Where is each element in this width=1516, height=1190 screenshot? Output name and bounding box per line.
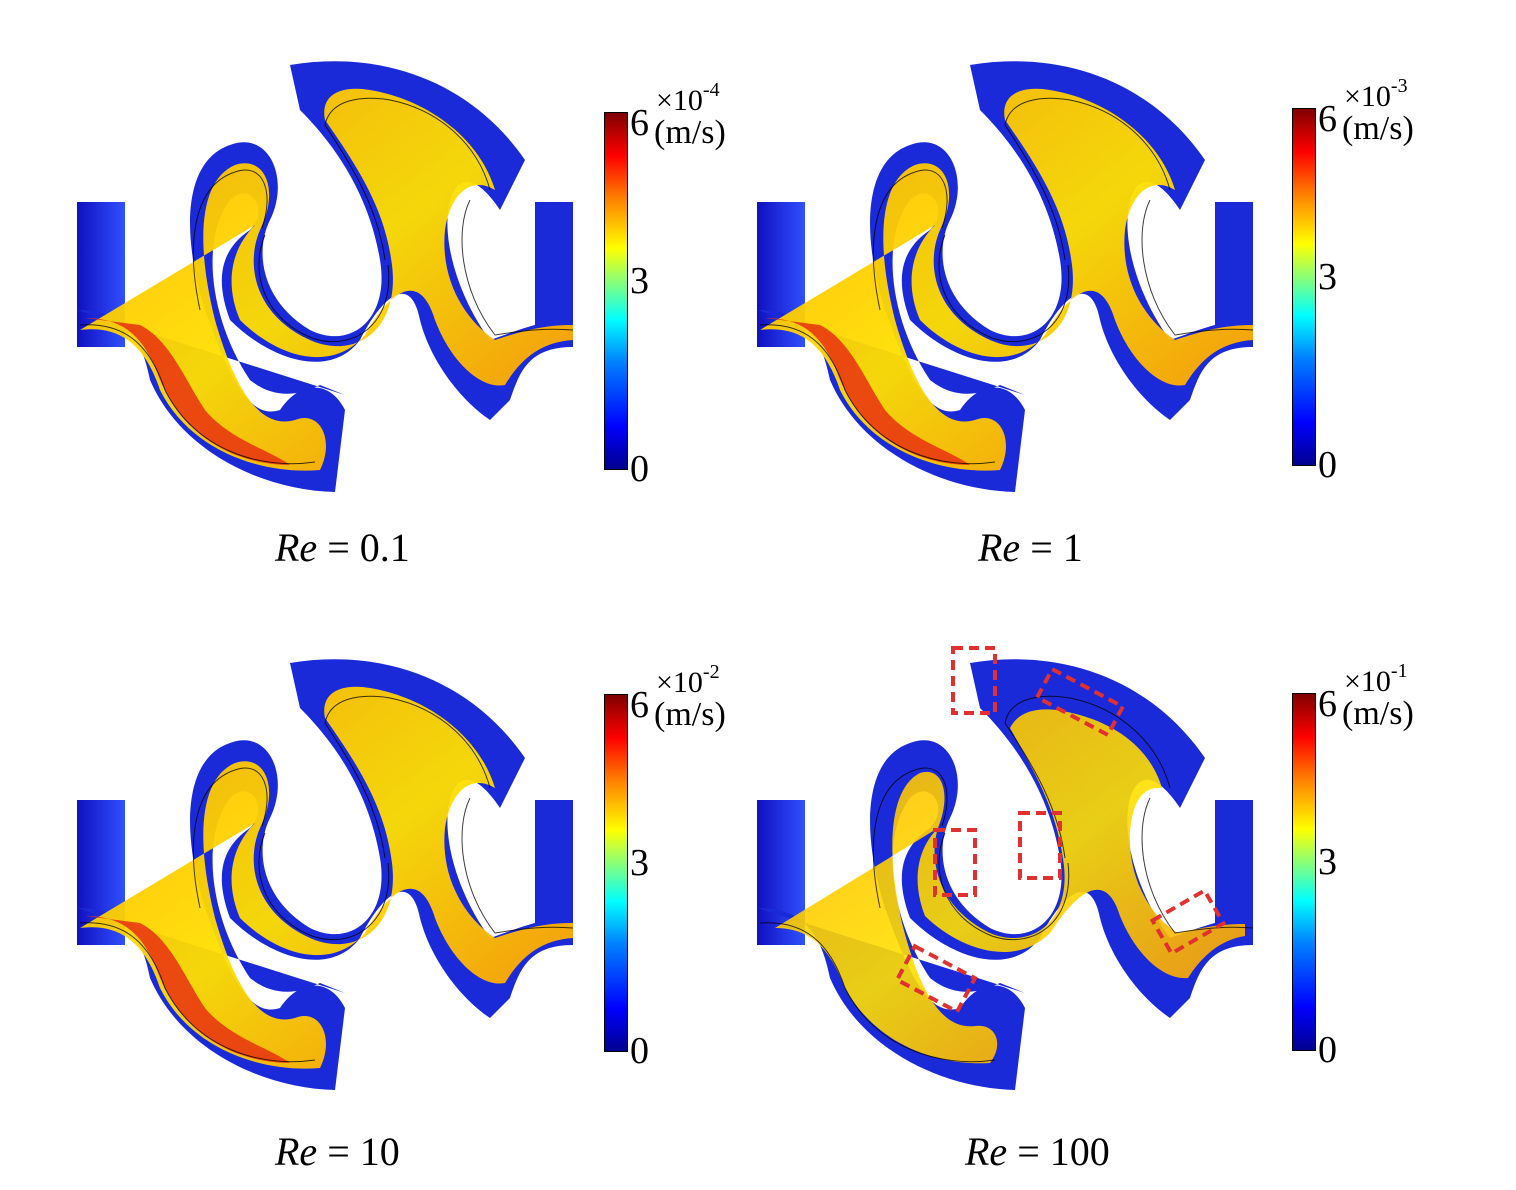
colorbar-tick-mid: 3 [630,842,649,884]
recirculation-highlights [894,646,1227,1015]
colorbar-tick-mid: 3 [1318,841,1337,883]
re-value: = 1 [1030,525,1083,570]
colorbar-tick-max: 6 [630,684,649,726]
highlight-box [951,646,997,715]
colorbar-tick-max: 6 [1318,683,1337,725]
re-value: = 100 [1017,1129,1110,1174]
colorbar-gradient [604,112,628,470]
scale-exponent: -3 [1390,75,1408,97]
colorbar-unit: (m/s) [1342,110,1414,147]
highlight-box [894,943,978,1015]
panel-re-100: 6 3 0 ×10-1 (m/s) Re = 100 [680,598,1438,1190]
reynolds-label: Re = 1 [978,524,1083,571]
panel-re-1: 6 3 0 ×10-3 (m/s) Re = 1 [680,0,1438,592]
reynolds-label: Re = 0.1 [275,524,410,571]
colorbar-tick-max: 6 [1318,98,1337,140]
re-value: = 10 [327,1129,400,1174]
highlight-box [933,828,977,897]
flow-field [757,61,1254,493]
colorbar-scale: ×10-2 [656,661,720,699]
streamlines [759,97,1254,465]
colorbar-gradient [604,694,628,1052]
re-symbol: Re [978,525,1021,570]
colorbar-tick-min: 0 [1318,444,1337,486]
scale-exponent: -4 [702,79,720,101]
inlet-jet [85,916,290,1063]
colorbar-unit: (m/s) [1342,695,1414,732]
colorbar-tick-min: 0 [630,1030,649,1072]
velocity-core [760,88,1253,471]
colorbar-scale: ×10-3 [1344,75,1408,113]
streamlines [79,695,574,1063]
colorbar-tick-mid: 3 [1318,256,1337,298]
reynolds-label: Re = 100 [965,1128,1110,1175]
colorbar-tick-min: 0 [630,448,649,490]
scale-exponent: -1 [1390,660,1408,682]
colorbar-gradient [1292,693,1316,1051]
scale-exponent: -2 [702,661,720,683]
colorbar-scale: ×10-1 [1344,660,1408,698]
colorbar-unit: (m/s) [654,696,726,733]
colorbar-scale: ×10-4 [656,79,720,117]
velocity-core [80,88,573,471]
panel-re-10: 6 3 0 ×10-2 (m/s) Re = 10 [0,598,758,1190]
reynolds-label: Re = 10 [275,1128,400,1175]
re-symbol: Re [965,1129,1008,1174]
re-symbol: Re [275,1129,318,1174]
flow-field [757,646,1254,1090]
inlet-jet [85,318,290,465]
colorbar-gradient [1292,108,1316,466]
velocity-core [775,709,1245,1064]
colorbar-tick-mid: 3 [630,260,649,302]
highlight-box [1018,811,1062,880]
inlet-jet [765,318,970,465]
highlight-box [1149,887,1227,957]
re-symbol: Re [275,525,318,570]
velocity-core [80,686,573,1069]
streamlines [79,97,574,465]
colorbar-tick-min: 0 [1318,1029,1337,1071]
highlight-box [1034,666,1126,738]
flow-field [77,659,574,1090]
colorbar-unit: (m/s) [654,114,726,151]
panel-re-0-1: 6 3 0 ×10-4 (m/s) Re = 0.1 [0,0,758,592]
re-value: = 0.1 [327,525,410,570]
colorbar-tick-max: 6 [630,102,649,144]
streamlines [759,695,1254,1063]
flow-field [77,61,574,493]
